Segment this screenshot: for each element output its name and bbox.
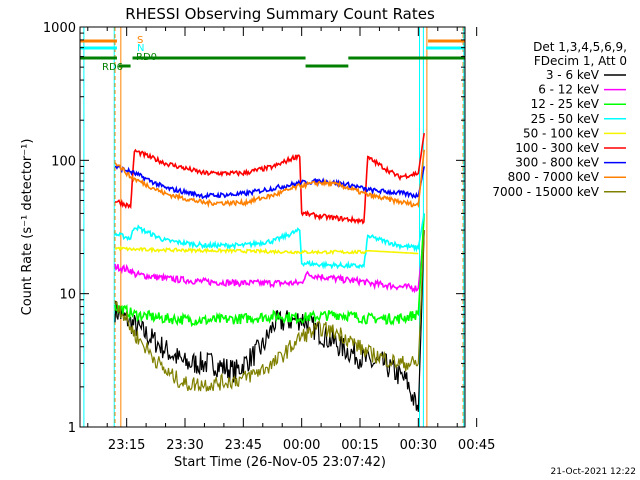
series-line xyxy=(114,230,425,412)
x-tick-label: 00:00 xyxy=(283,438,320,453)
x-tick-label: 23:45 xyxy=(225,438,262,453)
y-tick-label: 10 xyxy=(59,288,76,303)
x-tick-label: 23:30 xyxy=(166,438,203,453)
series-line xyxy=(114,213,425,270)
chart-title: RHESSI Observing Summary Count Rates xyxy=(125,5,435,23)
y-tick-label: 100 xyxy=(51,154,76,169)
legend-label: 6 - 12 keV xyxy=(538,83,600,97)
series-line xyxy=(114,132,425,225)
x-tick-label: 00:30 xyxy=(400,438,437,453)
series-line xyxy=(114,230,425,294)
series-line xyxy=(114,149,425,209)
series-group xyxy=(114,132,425,412)
series-line xyxy=(115,164,425,200)
series-line xyxy=(114,230,425,392)
y-tick-label: 1 xyxy=(68,421,76,436)
legend: Det 1,3,4,5,6,9, FDecim 1, Att 0 3 - 6 k… xyxy=(492,40,627,199)
x-tick-label: 00:15 xyxy=(341,438,378,453)
flag-label: RD0 xyxy=(136,52,157,63)
x-tick-label: 23:15 xyxy=(108,438,145,453)
flag-label: RD6 xyxy=(102,62,123,73)
y-axis: 1 10 100 1000 xyxy=(43,21,465,436)
legend-label: 100 - 300 keV xyxy=(515,141,599,155)
flag-lines xyxy=(80,39,465,68)
legend-label: 800 - 7000 keV xyxy=(508,170,600,184)
flag-label: S xyxy=(137,35,143,46)
footer-date: 21-Oct-2021 12:22 xyxy=(551,467,636,477)
legend-label: 3 - 6 keV xyxy=(546,68,600,82)
x-axis: 23:15 23:30 23:45 00:00 00:15 00:30 00:45 xyxy=(87,27,495,453)
legend-header-1: Det 1,3,4,5,6,9, xyxy=(533,40,627,54)
legend-label: 7000 - 15000 keV xyxy=(492,185,599,199)
flag-label: N xyxy=(137,43,144,54)
y-tick-label: 1000 xyxy=(43,21,76,36)
legend-label: 300 - 800 keV xyxy=(515,156,599,170)
series-line xyxy=(114,245,419,256)
legend-label: 50 - 100 keV xyxy=(523,126,600,140)
legend-label: 25 - 50 keV xyxy=(531,112,600,126)
legend-header-2: FDecim 1, Att 0 xyxy=(534,54,627,68)
x-tick-label: 00:45 xyxy=(458,438,495,453)
series-line xyxy=(114,213,425,328)
legend-label: 12 - 25 keV xyxy=(531,97,600,111)
x-axis-label: Start Time (26-Nov-05 23:07:42) xyxy=(174,455,386,470)
y-axis-label: Count Rate (s⁻¹ detector⁻¹) xyxy=(20,139,35,316)
plot-frame xyxy=(79,26,466,428)
